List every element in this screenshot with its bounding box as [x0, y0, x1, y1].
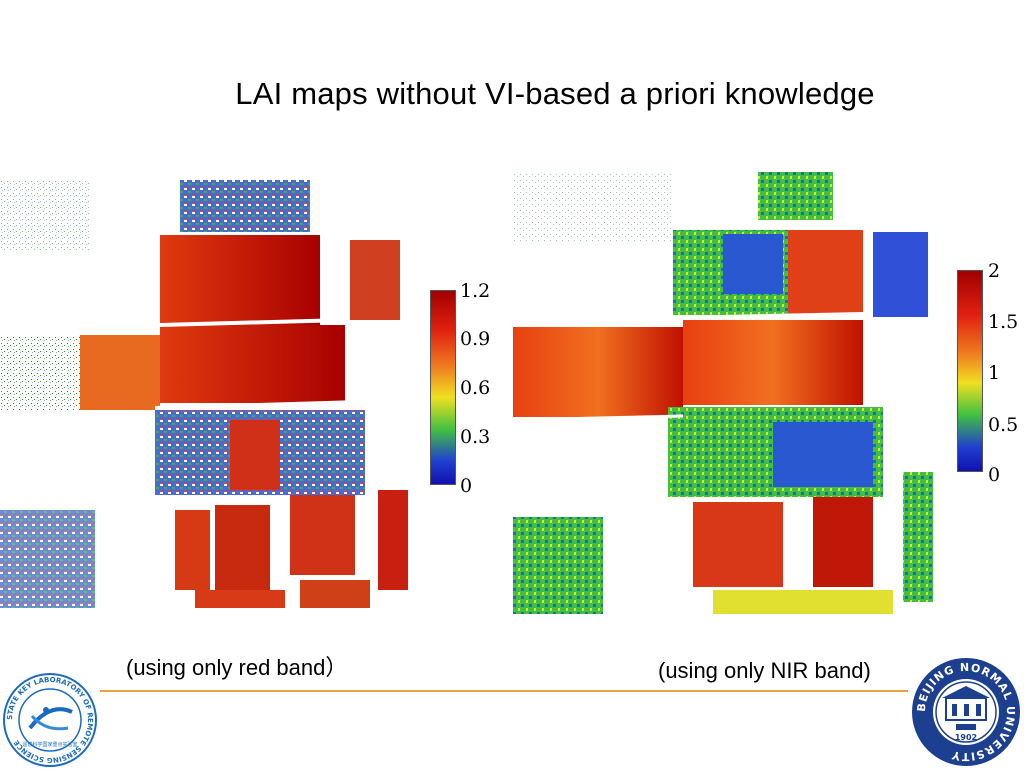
colorbar-tick: 0 — [988, 464, 1001, 486]
lai-map-nir-band — [513, 172, 958, 614]
colorbar-red-band — [430, 290, 456, 485]
colorbar-tick: 0.5 — [988, 414, 1019, 436]
caption-red-band: (using only red band） — [126, 655, 348, 680]
slide-title: LAI maps without VI-based a priori knowl… — [235, 76, 875, 111]
colorbar-nir-band — [957, 270, 983, 472]
colorbar-tick: 1.5 — [988, 311, 1019, 333]
logo-inner-text: 遥感科学国家重点实验室 — [22, 741, 77, 748]
colorbar-tick: 1.2 — [460, 280, 491, 302]
seal-year: 1902 — [955, 733, 977, 742]
caption-nir-band: (using only NIR band) — [658, 658, 871, 683]
remote-sensing-lab-logo: STATE KEY LABORATORY OF REMOTE SENSING S… — [2, 672, 98, 768]
lai-map-red-band — [0, 180, 430, 608]
colorbar-tick: 0.6 — [460, 377, 491, 399]
bnu-university-seal: BEIJING NORMAL UNIVERSITY 1902 — [910, 656, 1022, 768]
colorbar-tick: 0.3 — [460, 426, 491, 448]
footer-divider — [100, 690, 908, 692]
colorbar-tick: 0 — [460, 475, 473, 497]
colorbar-tick: 2 — [988, 260, 1001, 282]
colorbar-tick: 0.9 — [460, 328, 491, 350]
colorbar-tick: 1 — [988, 362, 1001, 384]
